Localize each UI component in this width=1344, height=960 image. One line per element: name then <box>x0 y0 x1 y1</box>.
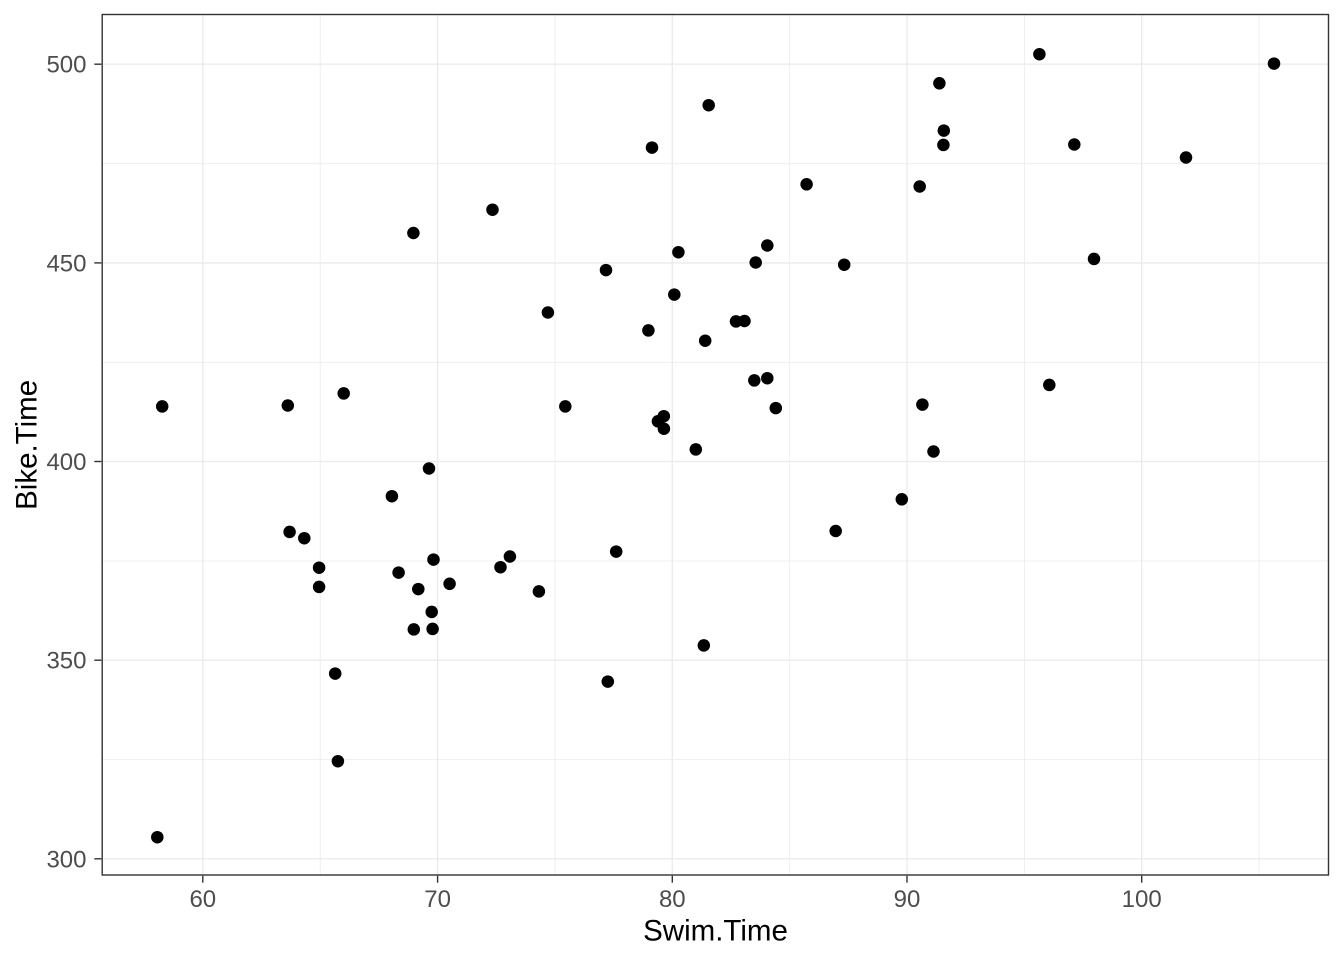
svg-text:350: 350 <box>46 648 86 675</box>
svg-text:400: 400 <box>46 449 86 476</box>
svg-text:80: 80 <box>659 886 686 913</box>
svg-text:Bike.Time: Bike.Time <box>11 380 44 510</box>
svg-text:100: 100 <box>1122 886 1162 913</box>
svg-text:300: 300 <box>46 846 86 873</box>
svg-text:500: 500 <box>46 52 86 79</box>
svg-text:60: 60 <box>189 886 216 913</box>
svg-text:70: 70 <box>424 886 451 913</box>
svg-text:90: 90 <box>894 886 921 913</box>
svg-text:Swim.Time: Swim.Time <box>643 915 788 948</box>
svg-text:450: 450 <box>46 250 86 277</box>
